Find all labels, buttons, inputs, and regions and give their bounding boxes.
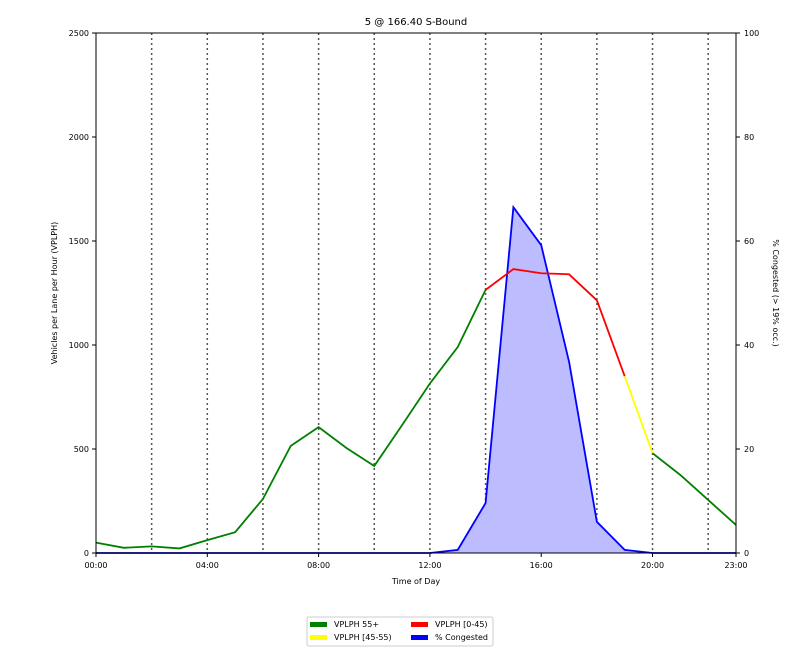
y-right-tick-label: 100 <box>744 29 759 38</box>
plot-frame <box>95 32 737 554</box>
legend-label: VPLPH 55+ <box>334 620 379 629</box>
y-right-tick-label: 0 <box>744 549 749 558</box>
y-left-tick-label: 1500 <box>69 237 89 246</box>
x-tick-label: 16:00 <box>530 561 553 570</box>
series-vplph-segment <box>485 268 626 377</box>
y-right-tick-label: 20 <box>744 445 754 454</box>
y-left-tick-label: 0 <box>84 549 89 558</box>
y-left-tick-label: 2000 <box>69 133 89 142</box>
series-congested-line <box>96 204 736 554</box>
x-tick-label: 00:00 <box>84 561 107 570</box>
series-vplph-segment <box>95 289 487 550</box>
legend-label: % Congested <box>435 633 488 642</box>
y-right-tick-label: 40 <box>744 341 754 350</box>
x-tick-label: 20:00 <box>641 561 664 570</box>
legend-swatch <box>411 635 428 640</box>
legend-frame <box>306 616 494 647</box>
legend-swatch <box>310 622 327 627</box>
y-left-tick-label: 1000 <box>69 341 89 350</box>
plot-area: 0 500 1000 1500 2000 2500 0 20 40 60 80 100 00:00 04:… <box>69 29 760 570</box>
series-vplph-segment <box>623 375 654 454</box>
legend-label: VPLPH [0-45) <box>435 620 488 629</box>
congested-area <box>96 207 736 553</box>
legend-swatch <box>411 622 428 627</box>
series-vplph-segment <box>651 452 737 526</box>
y-right-tick-label: 80 <box>744 133 754 142</box>
y-axis-left-label: Vehicles per Lane per Hour (VPLPH) <box>50 222 59 365</box>
y-left-tick-label: 2500 <box>69 29 89 38</box>
y-axis-right-label: % Congested (> 19% occ.) <box>771 239 780 347</box>
x-axis-label: Time of Day <box>391 577 440 586</box>
legend-label: VPLPH [45-55) <box>334 633 392 642</box>
legend: VPLPH 55+ VPLPH [45-55) VPLPH [0-45) % Cong… <box>306 616 494 647</box>
y-right-tick-label: 60 <box>744 237 754 246</box>
x-tick-label: 08:00 <box>307 561 330 570</box>
y-left-tick-label: 500 <box>74 445 89 454</box>
x-tick-label: 04:00 <box>196 561 219 570</box>
chart-title: 5 @ 166.40 S-Bound <box>365 17 468 28</box>
x-tick-label: 23:00 <box>724 561 747 570</box>
x-tick-label: 12:00 <box>418 561 441 570</box>
legend-swatch <box>310 635 327 640</box>
